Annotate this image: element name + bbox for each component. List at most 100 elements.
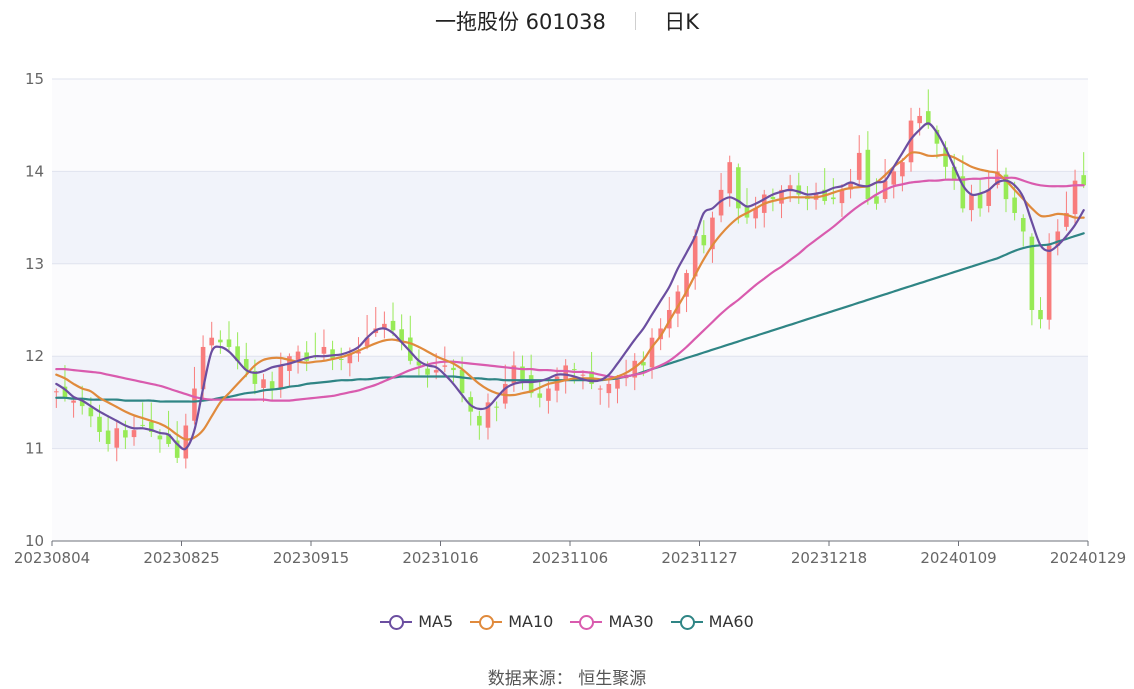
candle-body	[641, 362, 646, 366]
candle-body	[1012, 197, 1017, 213]
source-label: 数据来源：	[487, 669, 573, 689]
grid-band	[52, 79, 1088, 172]
legend-label-ma60: MA60	[708, 612, 754, 631]
chart-title: 一拖股份 601038 日K	[0, 6, 1134, 36]
grid-band	[52, 171, 1088, 264]
candle-body	[502, 383, 508, 404]
candle-body	[701, 235, 707, 246]
candle-body	[865, 149, 871, 200]
legend-item-ma5[interactable]: MA5	[380, 612, 453, 631]
candle-body	[62, 386, 68, 398]
candle-body	[597, 388, 603, 390]
candle-body	[900, 162, 905, 177]
candle-body	[891, 171, 897, 185]
candle-body	[148, 421, 154, 432]
candle-body	[874, 196, 879, 204]
candle-body	[917, 115, 922, 124]
candle-body	[200, 346, 206, 390]
candle-body	[684, 273, 689, 297]
candle-body	[261, 379, 266, 388]
candle-body	[753, 208, 758, 219]
candle-body	[269, 381, 275, 389]
candle-body	[1029, 236, 1035, 310]
candle-body	[632, 360, 638, 378]
legend-item-ma30[interactable]: MA30	[570, 612, 654, 631]
candle-body	[416, 361, 422, 366]
stock-title: 一拖股份 601038	[435, 10, 606, 34]
legend-item-ma10[interactable]: MA10	[470, 612, 553, 631]
series-line-ma10	[55, 151, 1085, 441]
candle-body	[183, 425, 189, 459]
candle-body	[744, 205, 750, 218]
candle-body	[347, 354, 353, 364]
candle-body	[934, 129, 940, 144]
x-tick-label: 20240129	[1050, 549, 1126, 567]
legend-marker-ma5	[380, 614, 413, 630]
candle-body	[88, 407, 94, 417]
x-tick-label: 20231016	[402, 549, 478, 567]
candle-body	[1020, 218, 1026, 232]
y-tick-label: 12	[25, 347, 44, 365]
candle-body	[390, 320, 396, 331]
candle-body	[675, 291, 681, 314]
candle-body	[209, 337, 215, 346]
period-label[interactable]: 日K	[664, 10, 699, 34]
y-tick-label: 10	[25, 532, 44, 550]
x-tick-label: 20231106	[532, 549, 608, 567]
candle-body	[459, 369, 465, 394]
candle-body	[252, 370, 258, 384]
candle-body	[960, 176, 966, 209]
kline-chart: 10 11 12 13 14 15 20230804 20230825 20230915 2023…	[14, 70, 1126, 567]
x-tick-label: 20230825	[143, 549, 219, 567]
candle-body	[986, 189, 992, 206]
candle-body	[908, 120, 914, 163]
candle-body	[114, 428, 120, 448]
candle-body	[235, 346, 240, 361]
grid-band	[52, 263, 1088, 357]
candle-body	[399, 329, 404, 343]
candle-body	[485, 402, 491, 428]
candle-body	[278, 365, 284, 389]
x-tick-label: 20230804	[14, 549, 90, 567]
candle-body	[356, 351, 361, 354]
candle-body	[407, 337, 413, 361]
legend: MA5 MA10 MA30 MA60	[0, 612, 1134, 634]
candle-body	[770, 196, 776, 200]
candle-body	[554, 376, 560, 391]
y-tick-label: 14	[25, 162, 44, 180]
candle-body	[433, 370, 439, 373]
candle-body	[831, 197, 836, 200]
candle-body	[856, 152, 862, 180]
candle-body	[839, 189, 845, 204]
candle-body	[477, 415, 482, 426]
candle-body	[1064, 212, 1069, 227]
candle-body	[649, 337, 655, 368]
candle-body	[977, 193, 983, 209]
grid-band	[52, 448, 1088, 541]
legend-item-ma60[interactable]: MA60	[670, 612, 754, 631]
title-divider	[634, 12, 636, 30]
candle-body	[925, 111, 931, 126]
y-tick-label: 13	[25, 255, 44, 273]
candle-body	[615, 379, 620, 389]
candle-body	[79, 399, 85, 407]
x-tick-label: 20240109	[920, 549, 996, 567]
candle-body	[1038, 310, 1043, 320]
y-tick-label: 15	[25, 70, 44, 88]
candle-body	[140, 424, 145, 426]
candle-body	[1055, 231, 1061, 246]
candle-body	[546, 388, 551, 401]
candle-body	[580, 374, 586, 376]
candle-body	[226, 339, 232, 347]
legend-label-ma30: MA30	[608, 612, 654, 631]
candle-body	[727, 162, 733, 194]
candle-body	[442, 365, 448, 367]
candle-body	[295, 351, 301, 360]
candle-body	[97, 416, 102, 432]
candle-body	[131, 430, 137, 438]
candle-body	[364, 337, 370, 347]
legend-marker-ma10	[470, 614, 503, 630]
candle-body	[572, 369, 577, 371]
candle-body	[382, 323, 387, 329]
candle-body	[174, 440, 180, 458]
